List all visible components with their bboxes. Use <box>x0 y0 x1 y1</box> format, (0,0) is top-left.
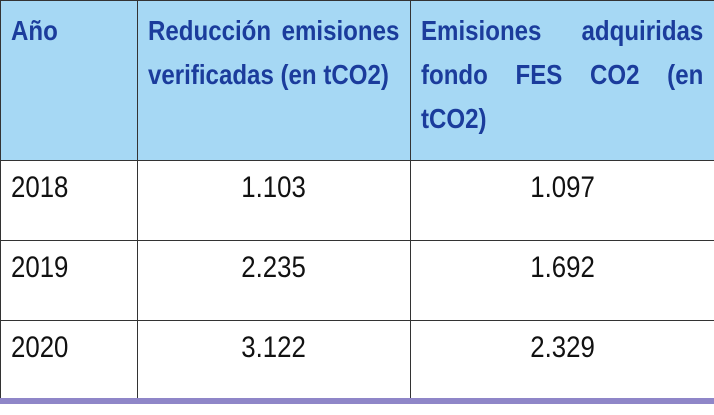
header-row: Año Reducción emisiones verificadas (en t… <box>0 0 714 161</box>
header-cell: Emisiones adquiridas fondo FES CO2 (en t… <box>410 0 714 161</box>
table-cell: 3.122 <box>137 320 411 401</box>
cell-text: Emisiones adquiridas fondo FES CO2 (en t… <box>421 15 704 134</box>
table-cell: 2.235 <box>137 240 411 321</box>
table-cell: 1.103 <box>137 160 411 241</box>
cell-text: 2018 <box>11 171 69 204</box>
cell-text: 1.692 <box>530 251 595 284</box>
table-row: 2019 2.235 1.692 <box>0 240 714 321</box>
table-body: 2018 1.103 1.097 2019 2.235 1.692 2020 3.122 2.3… <box>0 160 714 401</box>
table-cell: 2.329 <box>410 320 714 401</box>
cell-text: 3.122 <box>241 331 307 364</box>
cell-text: 2020 <box>11 331 69 364</box>
cell-text: 1.097 <box>530 171 595 204</box>
table-cell: 1.692 <box>410 240 714 321</box>
cell-text: Año <box>11 15 58 46</box>
table: Año Reducción emisiones verificadas (en t… <box>0 0 714 404</box>
cell-text: Reducción emisiones verificadas (en tCO2… <box>148 15 400 90</box>
cell-text: 2019 <box>11 251 69 284</box>
table-cell: 2020 <box>0 320 138 401</box>
table-row: 2020 3.122 2.329 <box>0 320 714 401</box>
table-cell: 2018 <box>0 160 138 241</box>
cell-text: 1.103 <box>241 171 307 204</box>
header-cell: Reducción emisiones verificadas (en tCO2… <box>137 0 411 161</box>
cell-text: 2.329 <box>530 331 595 364</box>
header-cell: Año <box>0 0 138 161</box>
table-cell: 2019 <box>0 240 138 321</box>
table-row: 2018 1.103 1.097 <box>0 160 714 241</box>
table-cell: 1.097 <box>410 160 714 241</box>
cell-text: 2.235 <box>241 251 307 284</box>
